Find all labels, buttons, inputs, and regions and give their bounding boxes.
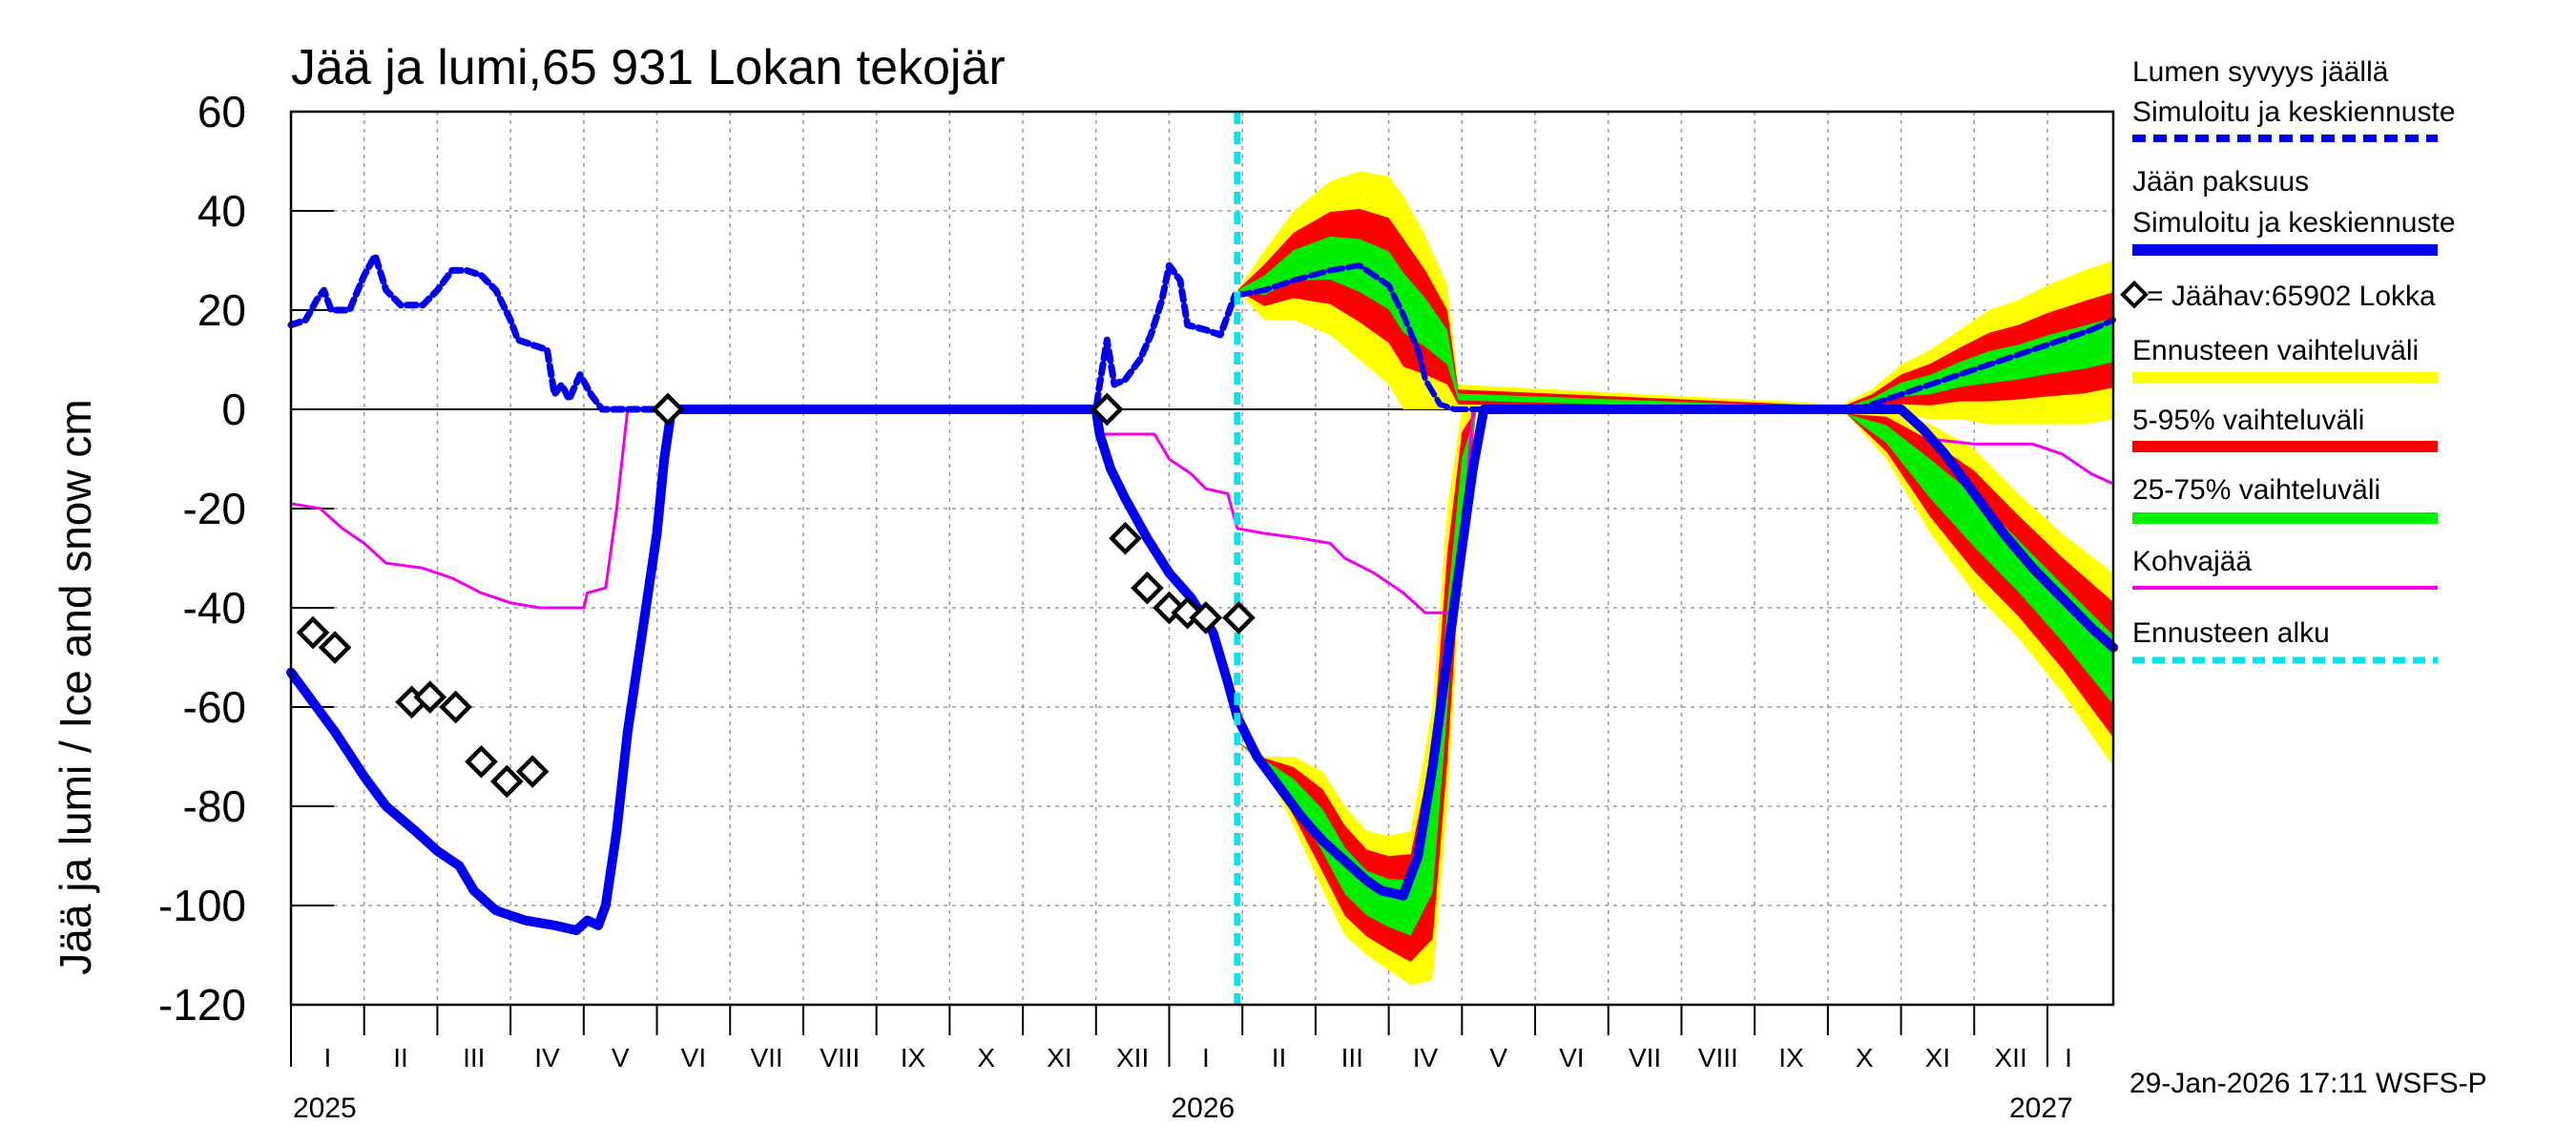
obs-marker [1090,392,1124,427]
month-label: VI [681,1043,706,1072]
ice-thickness-line [286,405,2118,935]
y-tick-labels: 60 40 20 0 -20 -40 -60 -80 -100 -120 [158,87,246,1030]
month-label: II [393,1043,408,1072]
month-label: X [977,1043,995,1072]
month-label: XII [1116,1043,1149,1072]
legend-ice-sub: Simuloitu ja keskiennuste [2132,207,2456,239]
y-tick-label: -40 [183,583,246,633]
y-tick-label: 40 [197,186,246,236]
y-tick-label: -100 [158,881,246,930]
obs-marker [1222,601,1256,635]
legend-ice-title: Jään paksuus [2132,166,2309,198]
obs-marker [1131,571,1164,605]
obs-marker [1189,601,1223,635]
obs-marker [465,744,498,779]
y-tick-label: 0 [221,385,246,434]
month-label: VIII [820,1043,860,1072]
year-label: 2026 [1171,1093,1235,1124]
snow-forecast-line [1234,262,2116,412]
month-label: VIII [1698,1043,1738,1072]
month-label: IV [1413,1043,1439,1072]
y-axis-label: Jää ja lumi / Ice and snow cm [51,399,100,974]
x-axis: I II III IV V VI VII VIII IX X XI XII I II III IV V VI VII… [290,1005,2073,1124]
legend-range: Ennusteen vaihteluväli [2132,335,2419,366]
legend-snow-sub: Simuloitu ja keskiennuste [2132,96,2456,128]
snow-band-25-75 [1236,236,2113,411]
legend-p595: 5-95% vaihteluväli [2132,405,2364,436]
snow-depth-line [287,252,1241,413]
year-label: 2027 [2009,1093,2073,1124]
legend-obs-marker [2120,280,2149,309]
y-tick-label: -20 [183,484,246,533]
ice-band-25-75 [1236,409,2113,936]
legend-snow-title: Lumen syvyys jäällä [2132,56,2389,88]
y-tick-label: -120 [158,980,246,1030]
obs-marker [318,631,352,664]
footer-timestamp: 29-Jan-2026 17:11 WSFS-P [2129,1068,2487,1099]
legend-fstart: Ennusteen alku [2132,617,2330,649]
y-tick-label: 20 [197,285,246,335]
month-label: III [1341,1043,1363,1072]
y-tick-label: 60 [197,87,246,136]
y-tick-label: -80 [183,781,246,831]
legend-obs: = Jäähav:65902 Lokka [2147,281,2436,312]
month-label: VII [1629,1043,1661,1072]
month-label: IX [901,1043,926,1072]
y-tick-label: -60 [183,682,246,732]
month-label: XII [1994,1043,2026,1072]
chart-title: Jää ja lumi,65 931 Lokan tekojär [291,40,1006,95]
month-label: II [1272,1043,1287,1072]
month-label: V [1489,1043,1507,1072]
data-series [286,112,2118,1005]
obs-marker [296,615,330,650]
observation-markers [296,392,1256,799]
obs-marker [1109,521,1142,555]
month-label: IX [1778,1043,1804,1072]
month-label: XI [1047,1043,1071,1072]
month-label: V [612,1043,630,1072]
month-label: I [323,1043,331,1072]
legend: Lumen syvyys jäällä Simuloitu ja keskien… [2120,56,2456,664]
month-label: IV [534,1043,560,1072]
obs-marker [489,764,524,799]
obs-marker [413,680,447,714]
month-label: I [1202,1043,1210,1072]
legend-p2575: 25-75% vaihteluväli [2132,474,2380,506]
month-label: III [463,1043,485,1072]
month-label: VII [750,1043,782,1072]
legend-slush: Kohvajää [2132,546,2252,577]
month-label: XI [1925,1043,1950,1072]
month-label: I [2065,1043,2072,1072]
obs-marker [515,755,550,788]
month-label: X [1856,1043,1874,1072]
month-label: VI [1559,1043,1584,1072]
obs-marker [651,392,685,427]
year-label: 2025 [293,1093,357,1124]
plot-frame [289,110,2115,1007]
obs-marker [439,690,472,724]
